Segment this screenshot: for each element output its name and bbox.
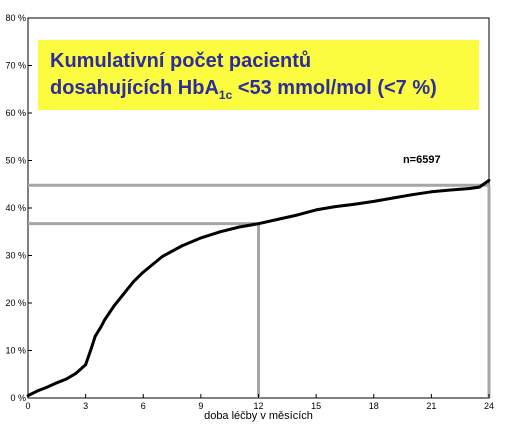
x-tick-label: 21: [426, 401, 436, 411]
data-point: [99, 325, 103, 329]
x-tick-label: 0: [25, 401, 30, 411]
chart-title-box: Kumulativní počet pacientů dosahujících …: [38, 40, 479, 110]
x-tick-label: 6: [141, 401, 146, 411]
x-tick-label: 9: [198, 401, 203, 411]
data-point: [218, 230, 222, 234]
data-point: [113, 304, 116, 307]
n-annotation: n=6597: [403, 154, 441, 166]
chart-title-line2-suffix: <53 mmol/mol (<7 %): [232, 77, 437, 99]
data-point: [161, 255, 164, 258]
y-tick-label: 0 %: [10, 393, 26, 403]
data-point: [199, 236, 203, 240]
data-point: [74, 371, 78, 375]
y-tick-label: 60 %: [5, 108, 26, 118]
data-point: [36, 389, 39, 393]
chart-title-subscript: 1c: [218, 88, 233, 102]
y-tick-label: 80 %: [5, 13, 26, 23]
y-tick-label: 20 %: [5, 298, 26, 308]
x-tick-label: 12: [253, 401, 263, 411]
x-tick-label: 15: [311, 401, 321, 411]
cumulative-curve: [27, 179, 490, 397]
data-point: [333, 205, 337, 209]
data-point: [55, 381, 59, 385]
data-point: [391, 196, 395, 200]
y-tick-label: 30 %: [5, 251, 26, 261]
chart-title-line2-prefix: dosahujících HbA: [50, 77, 219, 99]
data-point: [132, 280, 136, 283]
data-point: [468, 187, 472, 190]
data-point: [410, 193, 414, 197]
y-tick-label: 40 %: [5, 203, 26, 213]
curve-group: [26, 179, 491, 397]
data-point: [430, 190, 433, 194]
data-point: [449, 188, 452, 192]
data-point: [276, 218, 280, 221]
y-tick-label: 70 %: [5, 61, 26, 71]
data-point: [295, 213, 299, 217]
data-point: [65, 377, 68, 381]
data-point: [314, 208, 318, 212]
data-point: [180, 244, 184, 248]
y-tick-label: 10 %: [5, 346, 26, 356]
reference-lines: [28, 183, 491, 398]
data-point: [257, 222, 260, 226]
chart-title-line2: dosahujících HbA1c <53 mmol/mol (<7 %): [50, 75, 467, 102]
ticks: 0 3 6 9 12 15 18 21 24 0 % 10 % 20 % 30 % 40 % 50 % 60 …: [5, 13, 494, 411]
y-tick-label: 50 %: [5, 156, 26, 166]
data-point: [478, 185, 481, 189]
x-tick-label: 18: [369, 401, 379, 411]
x-axis-title: doba léčby v měsících: [204, 410, 313, 422]
data-point: [103, 318, 107, 321]
data-point: [84, 363, 87, 367]
data-point: [372, 200, 376, 203]
x-tick-label: 3: [83, 401, 88, 411]
data-point: [237, 225, 241, 229]
x-tick-label: 24: [484, 401, 494, 411]
data-point: [487, 179, 491, 182]
data-point: [93, 334, 97, 338]
chart-title-line1: Kumulativní počet pacientů: [50, 50, 312, 72]
data-point: [45, 385, 49, 389]
data-point: [141, 270, 145, 274]
data-point: [90, 346, 93, 350]
data-point: [353, 202, 356, 206]
data-point: [122, 292, 126, 295]
